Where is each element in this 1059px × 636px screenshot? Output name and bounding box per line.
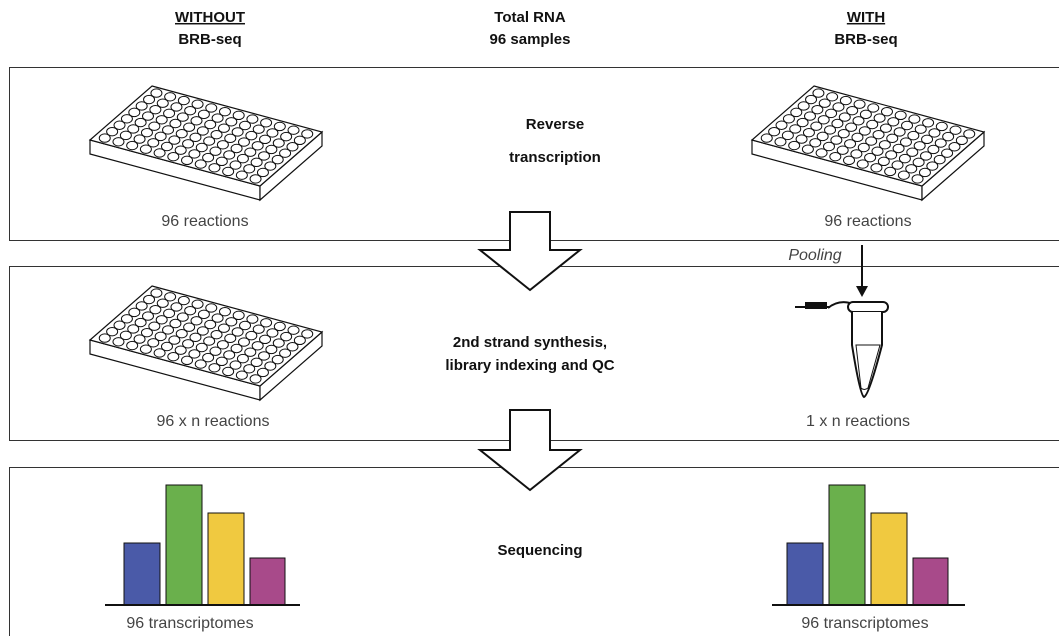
step-label: transcription xyxy=(509,149,601,166)
plate-icon xyxy=(90,286,322,400)
caption: 96 reactions xyxy=(824,213,911,230)
plate-icon xyxy=(752,86,984,200)
right-title: WITH xyxy=(847,9,885,26)
pooling-label: Pooling xyxy=(788,247,841,264)
step-label: library indexing and QC xyxy=(445,357,614,374)
caption: 1 x n reactions xyxy=(806,413,910,430)
left-title: WITHOUT xyxy=(175,9,245,26)
pooling-arrowhead xyxy=(856,286,868,297)
step-label: Reverse xyxy=(526,116,584,133)
tube xyxy=(795,302,888,397)
diagram: WITHOUT BRB-seq Total RNA 96 samples WIT… xyxy=(0,0,1059,636)
center-subtitle: 96 samples xyxy=(490,31,571,48)
right-subtitle: BRB-seq xyxy=(834,31,897,48)
caption: 96 reactions xyxy=(161,213,248,230)
bar-icon xyxy=(105,485,300,605)
flow-arrow xyxy=(480,410,580,490)
caption: 96 transcriptomes xyxy=(801,615,928,632)
center-title: Total RNA xyxy=(494,9,566,26)
step-label: Sequencing xyxy=(497,542,582,559)
flow-arrow xyxy=(480,212,580,290)
caption: 96 transcriptomes xyxy=(126,615,253,632)
caption: 96 x n reactions xyxy=(157,413,270,430)
bar-icon xyxy=(772,485,965,605)
left-subtitle: BRB-seq xyxy=(178,31,241,48)
step-label: 2nd strand synthesis, xyxy=(453,334,607,351)
plate-icon xyxy=(90,86,322,200)
